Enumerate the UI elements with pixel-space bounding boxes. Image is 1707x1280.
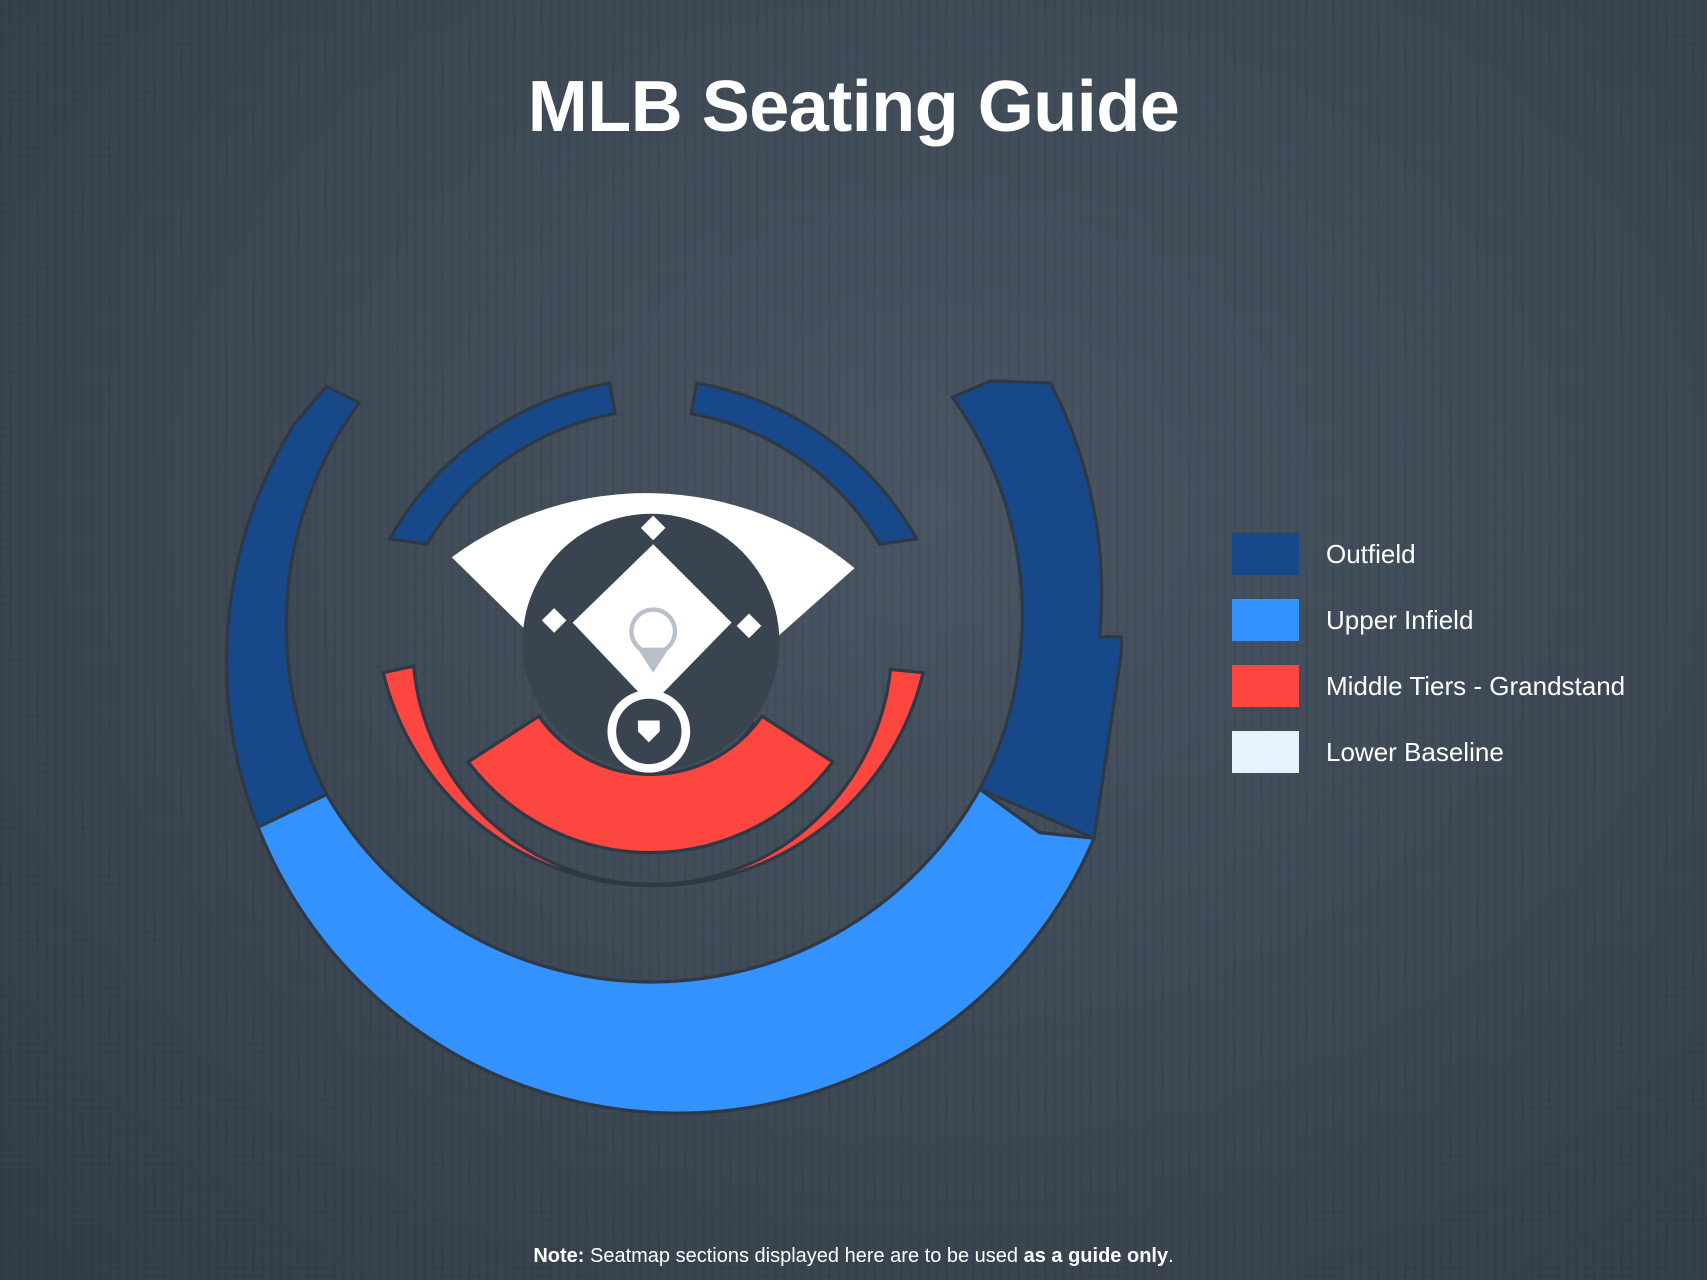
legend-item-upper-infield: Upper Infield	[1232, 587, 1625, 653]
legend: Outfield Upper Infield Middle Tiers - Gr…	[1232, 521, 1625, 785]
third-base	[541, 608, 567, 633]
legend-label: Lower Baseline	[1326, 736, 1504, 767]
legend-label: Outfield	[1326, 538, 1416, 569]
section-outfield-left[interactable]	[224, 384, 362, 830]
section-upper-infield[interactable]	[255, 786, 1097, 1115]
legend-label: Upper Infield	[1326, 604, 1474, 635]
home-plate	[637, 720, 660, 743]
note-prefix: Note:	[533, 1245, 585, 1267]
section-outfield-right[interactable]	[950, 379, 1123, 841]
legend-item-lower-baseline: Lower Baseline	[1232, 719, 1625, 785]
note-suffix: .	[1168, 1245, 1174, 1267]
legend-item-middle-tiers: Middle Tiers - Grandstand	[1232, 653, 1625, 719]
legend-swatch	[1232, 665, 1299, 707]
logo-icon	[629, 607, 678, 673]
legend-item-outfield: Outfield	[1232, 521, 1625, 587]
disclaimer-note: Note: Seatmap sections displayed here ar…	[0, 1245, 1707, 1268]
section-outfield-upper-left[interactable]	[387, 381, 617, 546]
legend-swatch	[1232, 731, 1299, 773]
first-base	[736, 613, 762, 639]
section-middle-tiers-outer[interactable]	[381, 664, 926, 888]
page-title: MLB Seating Guide	[527, 67, 1180, 147]
note-emphasis: as a guide only	[1023, 1245, 1169, 1267]
legend-label: Middle Tiers - Grandstand	[1326, 670, 1626, 701]
infield-diamond	[572, 544, 732, 706]
legend-swatch	[1232, 599, 1299, 641]
legend-swatch	[1232, 533, 1299, 575]
note-text: Seatmap sections displayed here are to b…	[584, 1245, 1024, 1267]
section-middle-tiers-inner[interactable]	[465, 713, 836, 855]
section-outfield-upper-right[interactable]	[689, 381, 920, 546]
